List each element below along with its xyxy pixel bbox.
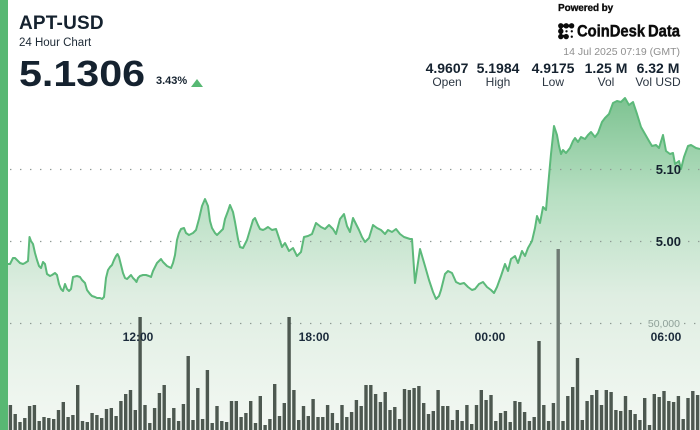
svg-text:CoinDesk Data: CoinDesk Data xyxy=(577,22,680,40)
